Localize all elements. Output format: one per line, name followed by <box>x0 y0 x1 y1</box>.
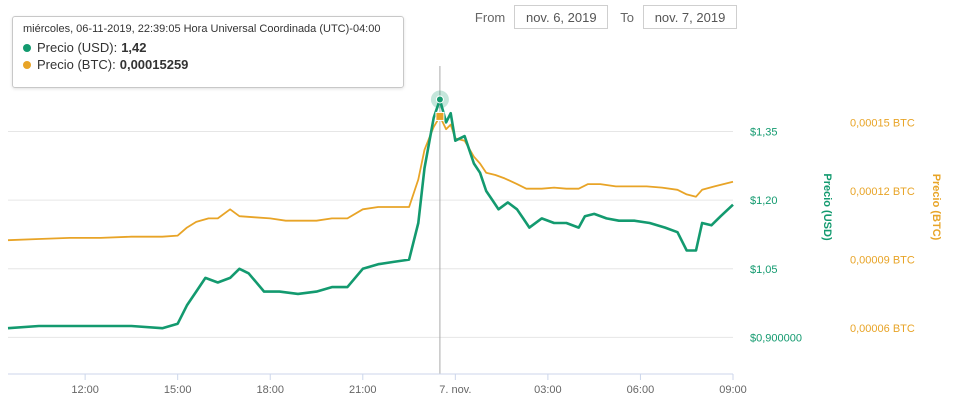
tooltip-btc-value: 0,00015259 <box>119 57 189 72</box>
usd-tick-label-1: $1,05 <box>750 264 778 276</box>
x-tick-label-3: 21:00 <box>349 384 377 396</box>
to-label: To <box>620 9 634 25</box>
tooltip-usd-row: Precio (USD): 1,42 <box>23 39 393 56</box>
btc-tick-label-3: 0,00015 BTC <box>850 117 915 129</box>
chart-tooltip: miércoles, 06-11-2019, 22:39:05 Hora Uni… <box>12 16 404 88</box>
usd-dot-icon <box>23 43 31 52</box>
from-date-input[interactable]: nov. 6, 2019 <box>514 5 609 29</box>
x-tick-label-5: 03:00 <box>534 384 562 396</box>
usd-tick-label-2: $1,20 <box>750 195 778 207</box>
tooltip-date: miércoles, 06-11-2019, 22:39:05 Hora Uni… <box>23 23 381 35</box>
btc-tick-label-0: 0,00006 BTC <box>850 323 915 335</box>
x-tick-label-1: 15:00 <box>164 384 192 396</box>
line-layer <box>7 98 734 330</box>
from-label: From <box>474 9 506 25</box>
x-tick-label-7: 09:00 <box>719 384 747 396</box>
usd-tick-label-0: $0,900000 <box>750 332 802 344</box>
usd-series-line <box>7 98 734 330</box>
btc-axis-title: Precio (BTC) <box>930 174 942 241</box>
btc-dot-icon <box>23 60 31 69</box>
tooltip-btc-row: Precio (BTC): 0,00015259 <box>23 56 393 73</box>
btc-tick-label-1: 0,00009 BTC <box>850 255 915 267</box>
tooltip-usd-label: Precio (USD): <box>37 40 118 55</box>
x-tick-label-4: 7. nov. <box>439 384 471 396</box>
axis-layer: $0,900000 $1,05 $1,20 $1,35 0,00006 BTC 0,000… <box>8 117 942 396</box>
usd-axis-title: Precio (USD) <box>821 173 833 241</box>
date-range: From nov. 6, 2019 To nov. 7, 2019 <box>475 5 737 29</box>
marker-layer <box>430 90 449 121</box>
tooltip-usd-value: 1,42 <box>121 40 147 55</box>
tooltip-btc-label: Precio (BTC): <box>37 57 116 72</box>
to-date-input[interactable]: nov. 7, 2019 <box>643 5 737 29</box>
x-tick-label-6: 06:00 <box>627 384 655 396</box>
usd-hover-point <box>435 95 444 104</box>
btc-hover-point <box>435 111 445 121</box>
grid-layer <box>8 66 733 374</box>
usd-tick-label-3: $1,35 <box>750 127 778 139</box>
x-tick-label-0: 12:00 <box>71 384 99 396</box>
x-tick-label-2: 18:00 <box>256 384 284 396</box>
btc-tick-label-2: 0,00012 BTC <box>850 186 915 198</box>
